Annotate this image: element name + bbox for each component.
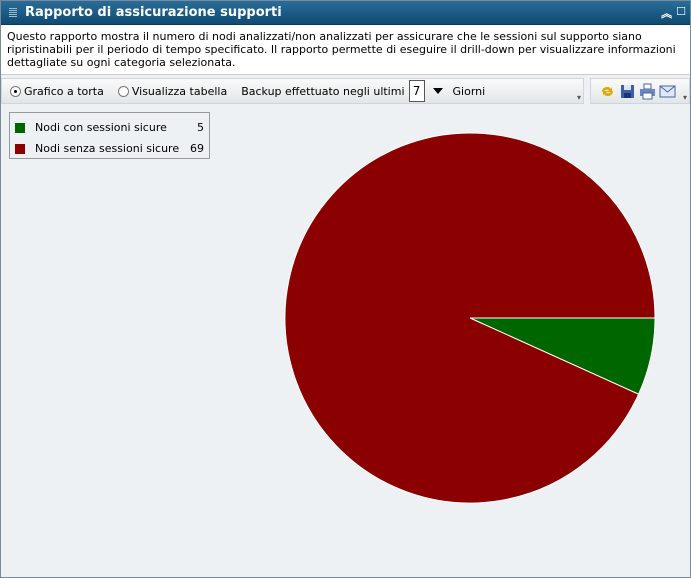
save-icon[interactable]: [619, 83, 636, 100]
dropdown-arrow-icon[interactable]: [432, 88, 443, 94]
toolbar-grip-icon[interactable]: ▾: [576, 93, 581, 102]
radio-unselected[interactable]: [117, 85, 129, 97]
toolbar: Grafico a torta Visualizza tabella Backu…: [1, 77, 690, 105]
collapse-icon[interactable]: ︽: [661, 6, 673, 20]
legend-label: Nodi senza sessioni sicure: [35, 142, 180, 155]
drag-grip-icon[interactable]: [9, 7, 17, 18]
pie-option-label: Grafico a torta: [24, 84, 104, 98]
legend-item[interactable]: Nodi con sessioni sicure 5: [15, 117, 204, 138]
toolbar-grip-icon[interactable]: ▾: [682, 93, 687, 102]
report-description: Questo rapporto mostra il numero di nodi…: [1, 25, 690, 75]
days-input[interactable]: 7: [408, 80, 425, 102]
table-option-label: Visualizza tabella: [131, 84, 228, 98]
days-unit-label: Giorni: [452, 84, 486, 98]
pie-slice-1[interactable]: [284, 132, 656, 504]
legend-value: 5: [197, 121, 204, 134]
table-view-radio[interactable]: Visualizza tabella: [117, 84, 228, 98]
legend-item[interactable]: Nodi senza sessioni sicure 69: [15, 138, 204, 159]
legend-swatch-unsecure: [15, 143, 25, 154]
title-bar: Rapporto di assicurazione supporti ︽ ☐: [1, 1, 690, 25]
window-title: Rapporto di assicurazione supporti: [25, 5, 282, 20]
refresh-icon[interactable]: [599, 83, 616, 100]
radio-selected[interactable]: [10, 85, 21, 97]
legend-value: 69: [190, 142, 204, 155]
legend-label: Nodi con sessioni sicure: [35, 121, 167, 134]
chart-legend: Nodi con sessioni sicure 5 Nodi senza ses…: [9, 112, 210, 159]
print-icon[interactable]: [639, 83, 656, 100]
maximize-icon[interactable]: ☐: [676, 4, 686, 18]
legend-swatch-secure: [15, 122, 25, 133]
email-icon[interactable]: [659, 83, 676, 100]
pie-chart-radio[interactable]: Grafico a torta: [10, 85, 104, 98]
backup-label: Backup effettuato negli ultimi: [241, 84, 405, 98]
